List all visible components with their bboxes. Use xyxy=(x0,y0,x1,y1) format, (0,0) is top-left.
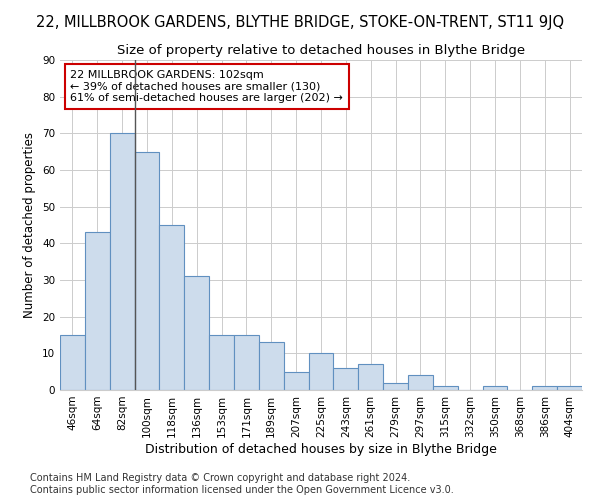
Bar xyxy=(433,386,458,390)
Bar xyxy=(209,335,234,390)
Bar xyxy=(408,376,433,390)
Bar xyxy=(334,368,358,390)
Bar xyxy=(358,364,383,390)
Bar xyxy=(284,372,308,390)
Bar xyxy=(85,232,110,390)
X-axis label: Distribution of detached houses by size in Blythe Bridge: Distribution of detached houses by size … xyxy=(145,442,497,456)
Bar xyxy=(557,386,582,390)
Bar xyxy=(110,134,134,390)
Bar xyxy=(134,152,160,390)
Bar xyxy=(259,342,284,390)
Bar xyxy=(60,335,85,390)
Bar xyxy=(308,354,334,390)
Text: Contains HM Land Registry data © Crown copyright and database right 2024.
Contai: Contains HM Land Registry data © Crown c… xyxy=(30,474,454,495)
Bar xyxy=(234,335,259,390)
Text: 22, MILLBROOK GARDENS, BLYTHE BRIDGE, STOKE-ON-TRENT, ST11 9JQ: 22, MILLBROOK GARDENS, BLYTHE BRIDGE, ST… xyxy=(36,15,564,30)
Bar xyxy=(160,225,184,390)
Bar xyxy=(532,386,557,390)
Bar xyxy=(482,386,508,390)
Text: 22 MILLBROOK GARDENS: 102sqm
← 39% of detached houses are smaller (130)
61% of s: 22 MILLBROOK GARDENS: 102sqm ← 39% of de… xyxy=(70,70,343,103)
Title: Size of property relative to detached houses in Blythe Bridge: Size of property relative to detached ho… xyxy=(117,44,525,58)
Bar xyxy=(383,382,408,390)
Y-axis label: Number of detached properties: Number of detached properties xyxy=(23,132,37,318)
Bar xyxy=(184,276,209,390)
